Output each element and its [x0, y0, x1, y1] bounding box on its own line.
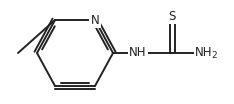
Text: N: N	[91, 14, 99, 27]
Text: S: S	[168, 9, 176, 22]
Text: NH: NH	[195, 46, 213, 59]
Text: 2: 2	[212, 51, 217, 60]
Text: NH: NH	[129, 46, 147, 59]
